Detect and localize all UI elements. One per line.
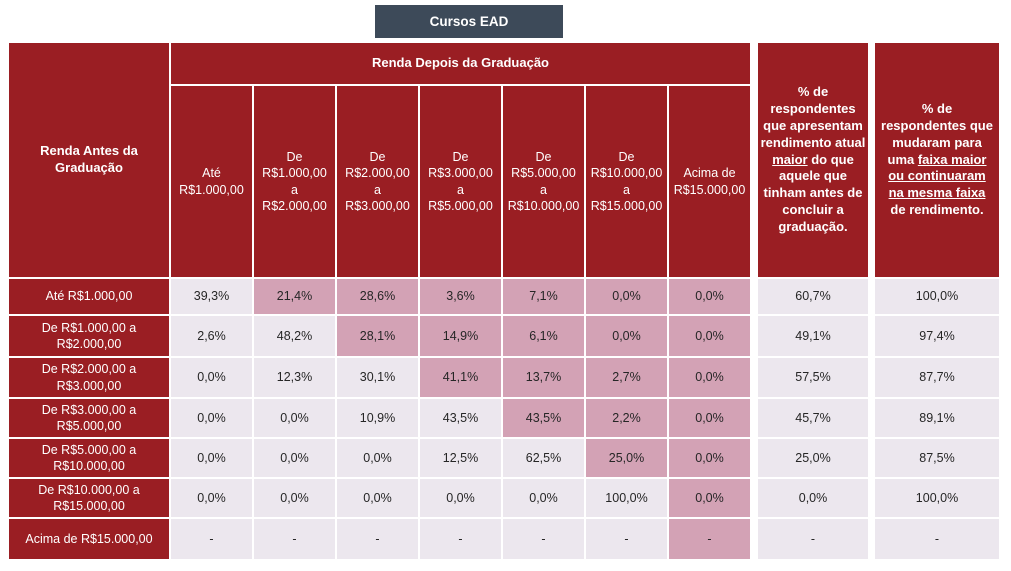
pct-faixa-header-text: % de respondentes que mudaram para uma f… [880, 101, 994, 219]
income-cell: 0,0% [253, 478, 336, 518]
pct-maior-cell: 57,5% [757, 357, 869, 398]
income-cell: 0,0% [170, 398, 253, 438]
income-cell: 41,1% [419, 357, 502, 398]
income-cell: 0,0% [253, 438, 336, 478]
income-cell: 2,7% [585, 357, 668, 398]
income-cell: 0,0% [170, 438, 253, 478]
row-label: Até R$1.000,00 [8, 278, 170, 315]
income-cell: - [170, 518, 253, 560]
column-header: De R$2.000,00 a R$3.000,00 [336, 85, 419, 278]
column-header: De R$5.000,00 a R$10.000,00 [502, 85, 585, 278]
pct-faixa-cell: 100,0% [874, 478, 1000, 518]
income-cell: 0,0% [668, 315, 751, 357]
pct-faixa-cell: 87,7% [874, 357, 1000, 398]
income-cell: 0,0% [336, 438, 419, 478]
plain-text: de rendimento. [890, 202, 984, 218]
income-cell: - [502, 518, 585, 560]
income-cell: 30,1% [336, 357, 419, 398]
pct-maior-header-text: % de respondentes que apresentam rendime… [760, 84, 866, 236]
income-cell: 28,6% [336, 278, 419, 315]
income-cell: - [419, 518, 502, 560]
row-label: Acima de R$15.000,00 [8, 518, 170, 560]
pct-maior-column-header: % de respondentes que apresentam rendime… [757, 42, 869, 278]
income-cell: 43,5% [502, 398, 585, 438]
income-cell: 3,6% [419, 278, 502, 315]
income-cell: 0,0% [668, 478, 751, 518]
row-label: De R$1.000,00 a R$2.000,00 [8, 315, 170, 357]
pct-faixa-column-header: % de respondentes que mudaram para uma f… [874, 42, 1000, 278]
income-cell: 0,0% [170, 357, 253, 398]
column-header: Até R$1.000,00 [170, 85, 253, 278]
income-cell: 10,9% [336, 398, 419, 438]
pct-maior-cell: 0,0% [757, 478, 869, 518]
pct-faixa-cell: 100,0% [874, 278, 1000, 315]
row-label: De R$5.000,00 a R$10.000,00 [8, 438, 170, 478]
income-cell: 0,0% [336, 478, 419, 518]
income-cell: 0,0% [502, 478, 585, 518]
income-cell: 12,3% [253, 357, 336, 398]
column-header: De R$3.000,00 a R$5.000,00 [419, 85, 502, 278]
income-cell: 0,0% [585, 278, 668, 315]
income-cell: 62,5% [502, 438, 585, 478]
income-cell: 2,2% [585, 398, 668, 438]
income-cell: 28,1% [336, 315, 419, 357]
pct-faixa-cell: - [874, 518, 1000, 560]
income-cell: - [253, 518, 336, 560]
pct-faixa-cell: 97,4% [874, 315, 1000, 357]
income-cell: 6,1% [502, 315, 585, 357]
page-title: Cursos EAD [375, 5, 563, 38]
row-label: De R$3.000,00 a R$5.000,00 [8, 398, 170, 438]
income-cell: 48,2% [253, 315, 336, 357]
column-header: De R$10.000,00 a R$15.000,00 [585, 85, 668, 278]
plain-text: % de respondentes que apresentam rendime… [760, 83, 866, 150]
income-cell: 25,0% [585, 438, 668, 478]
underlined-text: faixa maior ou continuaram na mesma faix… [888, 151, 987, 201]
income-cell: 0,0% [170, 478, 253, 518]
pct-maior-cell: 49,1% [757, 315, 869, 357]
pct-faixa-cell: 87,5% [874, 438, 1000, 478]
income-cell: 0,0% [668, 278, 751, 315]
row-label: De R$10.000,00 a R$15.000,00 [8, 478, 170, 518]
income-cell: 0,0% [668, 438, 751, 478]
income-cell: - [336, 518, 419, 560]
column-header: Acima de R$15.000,00 [668, 85, 751, 278]
income-cell: 0,0% [419, 478, 502, 518]
column-group-header: Renda Depois da Graduação [170, 42, 751, 85]
income-cell: 13,7% [502, 357, 585, 398]
income-cell: 14,9% [419, 315, 502, 357]
income-cell: 0,0% [668, 357, 751, 398]
income-cell: 12,5% [419, 438, 502, 478]
underlined-text: maior [772, 151, 808, 167]
plain-text: do que aquele que tinham antes de conclu… [763, 151, 863, 235]
income-cell: 39,3% [170, 278, 253, 315]
income-cell: 2,6% [170, 315, 253, 357]
income-cell: 7,1% [502, 278, 585, 315]
pct-maior-cell: 60,7% [757, 278, 869, 315]
pct-maior-cell: 45,7% [757, 398, 869, 438]
income-cell: 21,4% [253, 278, 336, 315]
income-cell: 0,0% [668, 398, 751, 438]
pct-maior-cell: - [757, 518, 869, 560]
row-group-header: Renda Antes da Graduação [8, 42, 170, 278]
plain-text: % de respondentes que mudaram para uma [881, 100, 993, 167]
income-cell: 43,5% [419, 398, 502, 438]
column-header: De R$1.000,00 a R$2.000,00 [253, 85, 336, 278]
income-cell: - [585, 518, 668, 560]
income-cell: 100,0% [585, 478, 668, 518]
income-table: Renda Antes da Graduação Renda Depois da… [8, 42, 1000, 560]
pct-faixa-cell: 89,1% [874, 398, 1000, 438]
income-cell: - [668, 518, 751, 560]
row-label: De R$2.000,00 a R$3.000,00 [8, 357, 170, 398]
income-cell: 0,0% [253, 398, 336, 438]
income-cell: 0,0% [585, 315, 668, 357]
pct-maior-cell: 25,0% [757, 438, 869, 478]
